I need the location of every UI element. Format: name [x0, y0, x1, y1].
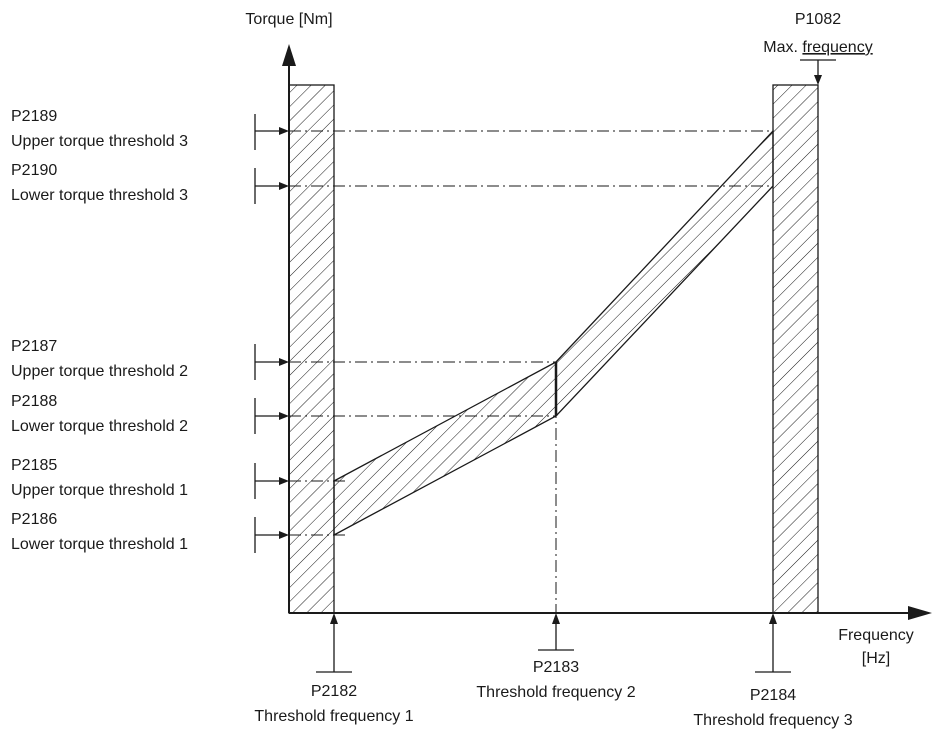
max-frequency-label-prefix: Max. — [763, 39, 802, 56]
torque-markers — [254, 114, 280, 553]
freq-param-p2183: P2183 — [533, 659, 579, 676]
torque-marker-arrowheads — [279, 127, 289, 539]
left-hatched-band — [288, 84, 335, 614]
torque-band-segment-1 — [333, 360, 557, 537]
y-axis-arrowhead — [282, 44, 296, 66]
frequency-marker-arrowheads — [330, 613, 777, 624]
y-axis-label: Torque [Nm] — [245, 11, 332, 28]
freq-label-2: Threshold frequency 2 — [476, 684, 635, 701]
threshold-label-upper-2: Upper torque threshold 2 — [11, 363, 188, 380]
freq-param-p2182: P2182 — [311, 683, 357, 700]
guide-lines — [289, 130, 773, 613]
threshold-label-lower-1: Lower torque threshold 1 — [11, 536, 188, 553]
freq-param-p2184: P2184 — [750, 687, 796, 704]
max-frequency-param: P1082 — [795, 11, 841, 28]
x-axis-label-line2: [Hz] — [862, 650, 890, 667]
threshold-param-p2186: P2186 — [11, 511, 57, 528]
threshold-param-p2188: P2188 — [11, 393, 57, 410]
max-frequency-marker — [800, 59, 836, 76]
threshold-param-p2185: P2185 — [11, 457, 57, 474]
threshold-label-upper-3: Upper torque threshold 3 — [11, 133, 188, 150]
threshold-param-p2189: P2189 — [11, 108, 57, 125]
axes — [288, 60, 908, 614]
freq-label-3: Threshold frequency 3 — [693, 712, 852, 729]
threshold-param-p2190: P2190 — [11, 162, 57, 179]
threshold-label-upper-1: Upper torque threshold 1 — [11, 482, 188, 499]
right-hatched-band — [772, 84, 819, 614]
x-axis-label-line1: Frequency — [838, 627, 914, 644]
max-frequency-label: Max. frequency — [763, 39, 872, 56]
max-frequency-arrowhead — [814, 75, 822, 85]
torque-band-segment-2 — [555, 129, 774, 418]
threshold-param-p2187: P2187 — [11, 338, 57, 355]
threshold-label-lower-2: Lower torque threshold 2 — [11, 418, 188, 435]
freq-label-1: Threshold frequency 1 — [254, 708, 413, 725]
x-axis-arrowhead — [908, 606, 932, 620]
max-frequency-label-underlined: frequency — [802, 39, 872, 56]
frequency-markers — [316, 622, 791, 673]
threshold-label-lower-3: Lower torque threshold 3 — [11, 187, 188, 204]
